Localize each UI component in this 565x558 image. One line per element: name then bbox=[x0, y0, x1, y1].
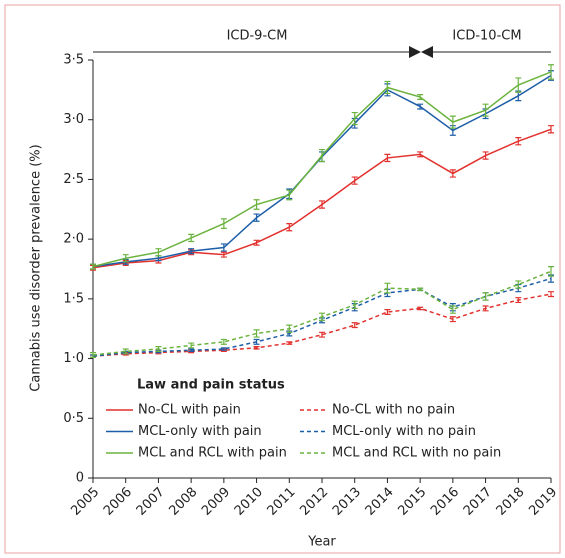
legend-label: MCL-only with pain bbox=[138, 424, 262, 439]
x-tick-label: 2006 bbox=[101, 485, 135, 519]
error-bar bbox=[417, 287, 424, 292]
y-tick-label: 2·5 bbox=[63, 172, 84, 187]
error-bar bbox=[319, 148, 325, 163]
error-bar bbox=[220, 251, 227, 258]
error-bar bbox=[417, 306, 424, 311]
x-tick-label: 2017 bbox=[461, 485, 495, 519]
error-bar bbox=[449, 316, 456, 323]
x-tick-label: 2013 bbox=[330, 485, 364, 519]
error-bar bbox=[351, 176, 358, 185]
error-bar bbox=[548, 64, 554, 80]
y-tick-label: 3·5 bbox=[63, 53, 84, 68]
error-bar bbox=[188, 233, 195, 243]
x-tick-label: 2019 bbox=[526, 485, 560, 519]
error-bar bbox=[319, 200, 325, 209]
error-bar bbox=[253, 213, 260, 222]
x-tick-label: 2009 bbox=[199, 485, 233, 519]
error-bar bbox=[155, 248, 162, 257]
error-bar bbox=[253, 346, 260, 350]
y-tick-label: 3·0 bbox=[63, 112, 84, 127]
error-bar bbox=[90, 352, 96, 358]
x-tick-label: 2015 bbox=[395, 485, 429, 519]
y-tick-label: 0·5 bbox=[63, 411, 84, 426]
error-bar bbox=[286, 223, 293, 232]
x-tick-label: 2007 bbox=[134, 485, 168, 519]
error-bar bbox=[548, 291, 554, 298]
y-tick-label: 1·5 bbox=[63, 291, 84, 306]
error-bar bbox=[253, 239, 260, 246]
x-tick-label: 2018 bbox=[494, 485, 528, 519]
error-bar bbox=[188, 342, 195, 349]
error-bar bbox=[515, 77, 522, 93]
error-bar bbox=[417, 151, 424, 158]
error-bar bbox=[220, 347, 227, 351]
error-bar bbox=[482, 103, 489, 117]
x-tick-label: 2011 bbox=[265, 485, 299, 519]
x-axis-label: Year bbox=[307, 535, 336, 550]
error-bar bbox=[188, 248, 195, 255]
error-bar bbox=[384, 309, 391, 315]
error-bar bbox=[220, 218, 227, 229]
x-tick-label: 2012 bbox=[297, 485, 331, 519]
frame bbox=[4, 4, 561, 554]
error-bar bbox=[188, 348, 195, 353]
error-bar bbox=[286, 341, 293, 345]
error-bar bbox=[515, 137, 522, 146]
error-bar bbox=[384, 282, 391, 294]
error-bar bbox=[384, 153, 391, 163]
annotation: ICD-9-CM bbox=[227, 29, 288, 44]
x-tick-label: 2010 bbox=[232, 485, 266, 519]
error-bar bbox=[90, 263, 96, 270]
error-bar bbox=[122, 254, 129, 263]
error-bar bbox=[286, 324, 293, 333]
error-bar bbox=[253, 338, 260, 345]
legend-title: Law and pain status bbox=[137, 378, 285, 393]
error-bar bbox=[548, 266, 554, 277]
y-tick-label: 0 bbox=[76, 471, 84, 486]
error-bar bbox=[220, 243, 227, 252]
error-bar bbox=[515, 280, 522, 289]
error-bar bbox=[220, 338, 227, 345]
x-tick-label: 2016 bbox=[428, 485, 462, 519]
error-bar bbox=[482, 292, 489, 301]
error-bar bbox=[417, 103, 424, 110]
y-axis-label: Cannabis use disorder prevalence (%) bbox=[29, 144, 44, 391]
error-bar bbox=[351, 322, 358, 329]
error-bar bbox=[548, 125, 554, 134]
x-tick-label: 2008 bbox=[166, 485, 200, 519]
error-bar bbox=[253, 329, 260, 338]
error-bar bbox=[449, 169, 456, 178]
error-bar bbox=[286, 189, 293, 201]
error-bar bbox=[449, 305, 456, 314]
legend-label: No-CL with pain bbox=[138, 403, 241, 418]
series-line bbox=[92, 71, 552, 268]
error-bar bbox=[384, 80, 391, 95]
error-bar bbox=[319, 312, 325, 321]
series-line bbox=[92, 74, 552, 268]
legend-label: MCL and RCL with no pain bbox=[332, 446, 501, 461]
error-bar bbox=[482, 151, 489, 160]
error-bar bbox=[319, 331, 325, 338]
legend-label: No-CL with no pain bbox=[332, 403, 455, 418]
error-bar bbox=[515, 297, 522, 304]
error-bar bbox=[122, 348, 129, 355]
error-bar bbox=[482, 305, 489, 312]
error-bar bbox=[253, 199, 260, 210]
error-bar bbox=[351, 300, 358, 310]
x-tick-label: 2005 bbox=[68, 485, 102, 519]
error-bar bbox=[449, 115, 456, 129]
annotation: ICD-10-CM bbox=[452, 29, 521, 44]
error-bar bbox=[351, 111, 358, 126]
legend-label: MCL and RCL with pain bbox=[138, 446, 287, 461]
x-tick-label: 2014 bbox=[363, 485, 397, 519]
series-line bbox=[92, 293, 552, 357]
icd10-arrowhead bbox=[421, 46, 433, 58]
legend-label: MCL-only with no pain bbox=[332, 424, 476, 439]
y-tick-label: 1·0 bbox=[63, 351, 84, 366]
icd9-arrowhead bbox=[409, 46, 421, 58]
error-bar bbox=[417, 94, 424, 101]
y-tick-label: 2·0 bbox=[63, 232, 84, 247]
error-bar bbox=[155, 346, 162, 353]
